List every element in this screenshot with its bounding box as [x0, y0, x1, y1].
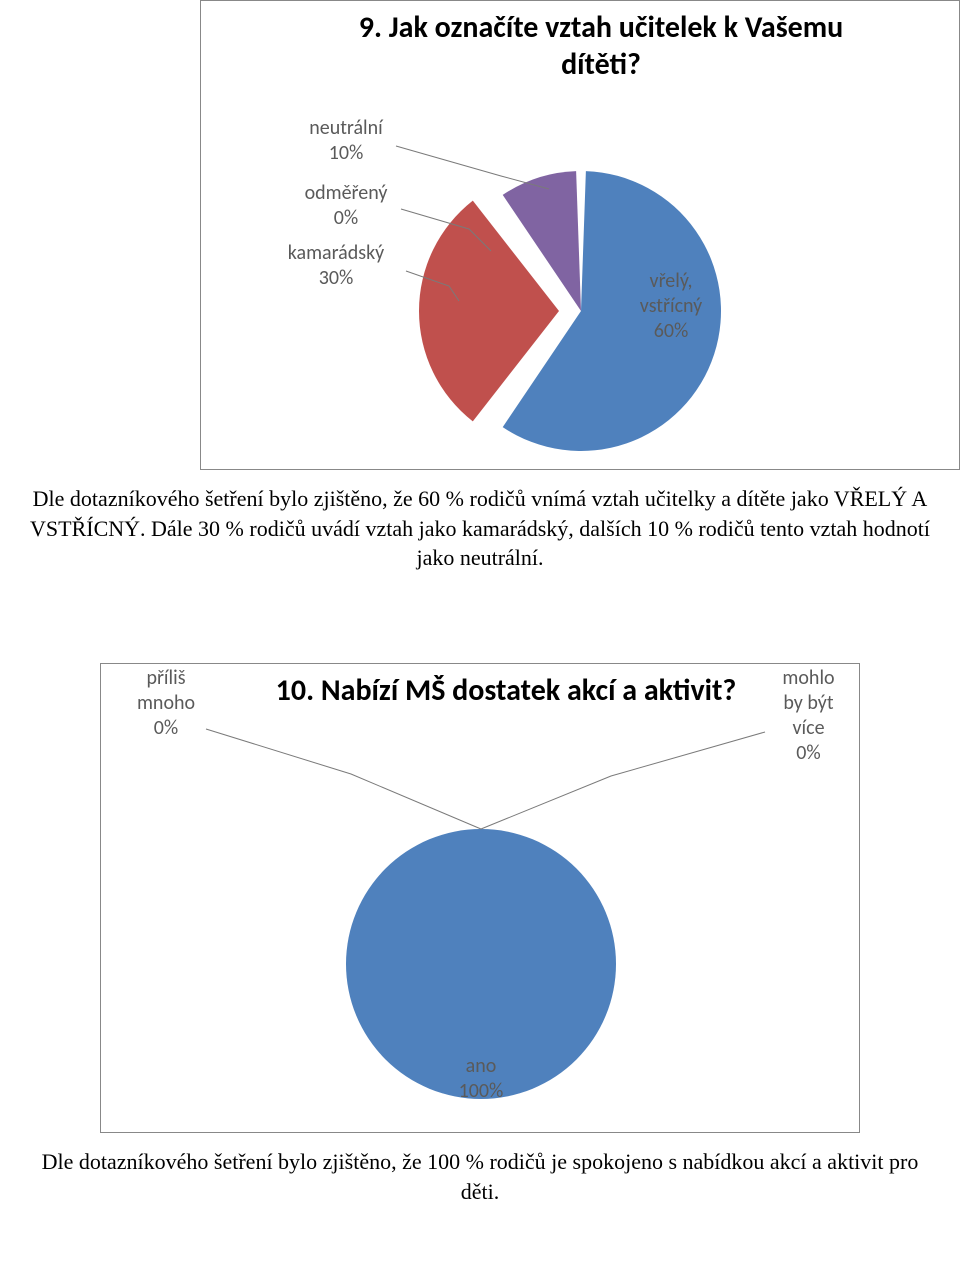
chart-9-label-vrely-l1: vřelý,	[650, 269, 693, 293]
leader-vice	[481, 732, 765, 829]
leader-prilis	[206, 729, 481, 829]
chart-9-label-neutralni-l2: 10%	[329, 141, 364, 165]
chart-10-label-vice-l1: mohlo	[782, 666, 834, 690]
chart-9-svg	[201, 1, 960, 471]
chart-9-box: 9. Jak označíte vztah učitelek k Vašemu …	[200, 0, 960, 470]
chart-10-label-prilis: příliš mnoho 0%	[111, 666, 221, 741]
chart-10-label-prilis-l1: příliš	[146, 666, 185, 690]
chart-9-label-kamaradsky: kamarádský 30%	[261, 241, 411, 291]
chart-10-label-ano-l1: ano	[466, 1054, 497, 1078]
chart-10-label-ano-l2: 100%	[459, 1079, 504, 1103]
chart-10-label-vice: mohlo by být více 0%	[761, 666, 856, 766]
chart-10-label-vice-l2: by být	[783, 691, 833, 715]
chart-9-label-odmereny-l1: odměřený	[305, 181, 388, 205]
chart-10-label-prilis-l3: 0%	[154, 716, 178, 740]
chart-9-label-odmereny: odměřený 0%	[276, 181, 416, 231]
paragraph-9: Dle dotazníkového šetření bylo zjištěno,…	[20, 484, 940, 573]
chart-10-box: 10. Nabízí MŠ dostatek akcí a aktivit? a…	[100, 663, 860, 1133]
chart-9-label-kamaradsky-l2: 30%	[319, 266, 354, 290]
chart-10-label-ano: ano 100%	[431, 1054, 531, 1104]
chart-9-label-vrely: vřelý, vstřícný 60%	[611, 269, 731, 344]
chart-10-label-vice-l3: více	[792, 716, 824, 740]
paragraph-10: Dle dotazníkového šetření bylo zjištěno,…	[20, 1147, 940, 1206]
chart-10-label-vice-l4: 0%	[796, 741, 820, 765]
chart-9-label-vrely-l3: 60%	[654, 319, 689, 343]
chart-9-label-neutralni: neutrální 10%	[276, 116, 416, 166]
chart-9-label-kamaradsky-l1: kamarádský	[288, 241, 385, 265]
leader-neutralni	[396, 146, 549, 189]
chart-9-label-vrely-l2: vstřícný	[640, 294, 702, 318]
chart-9-label-neutralni-l1: neutrální	[309, 116, 383, 140]
chart-9-label-odmereny-l2: 0%	[334, 206, 358, 230]
chart-10-label-prilis-l2: mnoho	[137, 691, 195, 715]
